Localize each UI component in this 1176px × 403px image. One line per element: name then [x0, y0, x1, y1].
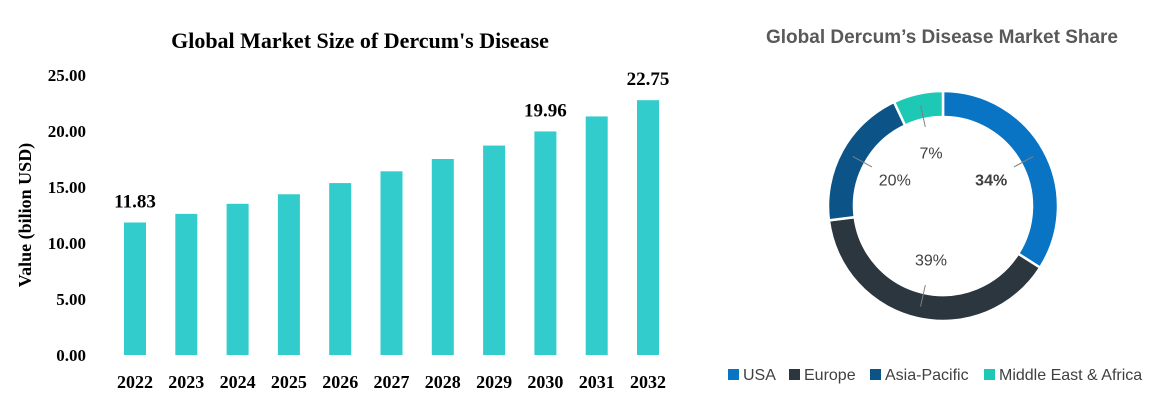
legend-swatch	[984, 369, 995, 380]
bar-2031	[585, 116, 608, 355]
x-tick-label: 2023	[168, 372, 204, 392]
y-tick-label: 10.00	[48, 234, 86, 253]
x-tick-label: 2029	[476, 372, 512, 392]
legend-item-asia-pacific[interactable]: Asia-Pacific	[870, 367, 969, 384]
y-axis-ticks: 0.00 5.00 10.00 15.00 20.00 25.00	[48, 66, 86, 365]
legend-label: USA	[743, 367, 776, 384]
bar-chart-title: Global Market Size of Dercum's Disease	[171, 28, 549, 53]
bar-2026	[329, 183, 352, 355]
y-tick-label: 15.00	[48, 178, 86, 197]
y-tick-label: 20.00	[48, 122, 86, 141]
bar-2024	[226, 203, 249, 355]
bar-2025	[277, 194, 300, 355]
market-share-donut-chart: Global Dercum’s Disease Market Share 34%…	[728, 27, 1142, 384]
data-label: 11.83	[114, 192, 156, 213]
donut-slices	[826, 89, 1060, 323]
x-tick-label: 2031	[579, 372, 615, 392]
x-tick-label: 2026	[322, 372, 358, 392]
legend-item-usa[interactable]: USA	[728, 367, 776, 384]
x-tick-label: 2022	[117, 372, 153, 392]
slice-middle-east-africa	[892, 89, 945, 128]
slice-label: 7%	[919, 145, 942, 162]
legend-item-europe[interactable]: Europe	[789, 367, 856, 384]
bar-2030	[534, 131, 557, 355]
legend-label: Middle East & Africa	[999, 367, 1142, 384]
x-tick-label: 2024	[220, 372, 256, 392]
bar-2028	[431, 159, 454, 355]
y-tick-label: 0.00	[56, 346, 86, 365]
legend[interactable]: USA Europe Asia-Pacific Middle East & Afric…	[728, 367, 1142, 384]
slice-label: 20%	[879, 173, 911, 190]
bar-series	[124, 100, 659, 355]
y-axis-label: Value (bilion USD)	[15, 143, 36, 287]
market-size-bar-chart: Global Market Size of Dercum's Disease V…	[15, 28, 669, 392]
x-axis-ticks: 2022 2023 2024 2025 2026 2027 2028 2029 2030 2031…	[117, 372, 666, 392]
y-tick-label: 25.00	[48, 66, 86, 85]
leader-line	[852, 155, 873, 168]
x-tick-label: 2025	[271, 372, 307, 392]
data-labels: 11.83 19.96 22.75	[114, 69, 669, 212]
legend-swatch	[789, 369, 800, 380]
legend-label: Europe	[804, 367, 856, 384]
slice-label: 39%	[915, 253, 947, 270]
legend-item-middle-east-africa[interactable]: Middle East & Africa	[984, 367, 1142, 384]
legend-label: Asia-Pacific	[885, 367, 969, 384]
data-label: 22.75	[627, 69, 670, 90]
x-tick-label: 2027	[374, 372, 410, 392]
leader-line	[920, 284, 926, 307]
legend-swatch	[728, 369, 739, 380]
donut-labels: 34% 39% 20% 7%	[852, 105, 1034, 307]
leader-line	[1013, 155, 1034, 168]
donut-chart-title: Global Dercum’s Disease Market Share	[766, 27, 1118, 48]
bar-2032	[637, 100, 659, 355]
bar-2022	[124, 222, 146, 355]
y-tick-label: 5.00	[56, 290, 86, 309]
bar-2027	[380, 171, 403, 355]
slice-label: 34%	[975, 173, 1007, 190]
x-tick-label: 2032	[630, 372, 666, 392]
legend-swatch	[870, 369, 881, 380]
leader-line	[920, 105, 926, 128]
bar-2023	[175, 213, 198, 355]
x-tick-label: 2028	[425, 372, 461, 392]
data-label: 19.96	[524, 100, 567, 121]
slice-asia-pacific	[826, 100, 907, 222]
bar-2029	[483, 145, 506, 355]
x-tick-label: 2030	[527, 372, 563, 392]
